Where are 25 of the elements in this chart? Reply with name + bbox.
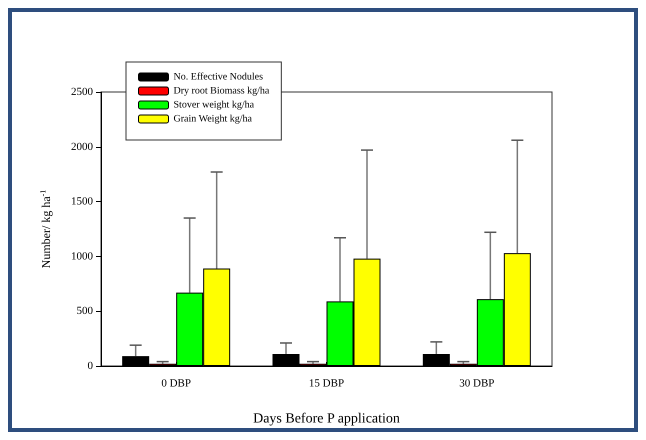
y-tick-label: 2000	[71, 140, 94, 153]
legend-label: No. Effective Nodules	[174, 72, 264, 82]
legend-label: Grain Weight kg/ha	[174, 114, 252, 124]
page-frame: Number/ kg ha-1 Days Before P application 0 500 1000 1500 2000 2500 0 DBP 15 DBP 30 DBP No. Effective Nodules Dry root Biomass kg/ha Stover weight kg/ha Grain Weight kg/ha	[8, 8, 638, 432]
y-tick-label: 2500	[71, 86, 94, 98]
y-axis-title: Number/ kg ha-1	[38, 190, 53, 268]
bar	[476, 299, 504, 366]
x-tick-label: 0 DBP	[161, 378, 191, 390]
x-tick-label: 30 DBP	[459, 378, 494, 390]
bar	[504, 253, 531, 366]
bar	[272, 354, 300, 366]
y-tick-label: 500	[76, 305, 94, 318]
legend-label: Dry root Biomass kg/ha	[174, 86, 270, 96]
x-axis-title: Days Before P application	[253, 412, 400, 426]
bar	[122, 356, 150, 366]
x-tick-label: 15 DBP	[308, 378, 344, 390]
bar	[326, 301, 354, 366]
bar	[203, 268, 230, 366]
y-tick-label: 0	[88, 360, 94, 372]
legend-label: Stover weight kg/ha	[174, 100, 255, 110]
bar	[354, 258, 380, 366]
y-tick-label: 1000	[71, 250, 94, 262]
bar	[176, 292, 204, 366]
y-tick-label: 1500	[71, 196, 94, 208]
bar	[422, 354, 450, 366]
